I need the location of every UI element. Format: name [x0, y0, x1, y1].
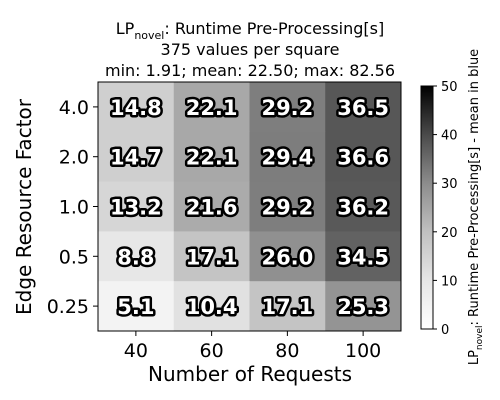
- cell-value-label: 29.2: [261, 96, 313, 120]
- x-axis-ticks: 40 60 80 100: [124, 331, 381, 362]
- colorbar-tick-label: 0: [441, 323, 449, 338]
- colorbar-ticks: 0 10 20 30 40 50: [433, 80, 458, 338]
- heatmap-cell: [98, 82, 175, 133]
- heatmap-cell: [325, 82, 402, 133]
- cell-value-label: 10.4: [186, 295, 238, 319]
- x-axis-label: Number of Requests: [148, 362, 352, 386]
- y-tick-label: 4.0: [59, 97, 89, 119]
- x-tick-label: 60: [200, 340, 224, 362]
- heatmap-cell: [325, 131, 402, 183]
- heatmap-cell: [325, 281, 402, 332]
- cell-value-label: 36.5: [337, 96, 389, 120]
- x-tick-label: 80: [275, 340, 299, 362]
- colorbar-tick-label: 30: [441, 177, 458, 192]
- heatmap-cell: [98, 231, 175, 282]
- heatmap-cell: [249, 131, 326, 183]
- y-tick-label: 1.0: [59, 197, 89, 219]
- heatmap-cell: [173, 281, 250, 332]
- cell-value-label: 14.7: [110, 146, 162, 170]
- y-tick-label: 0.5: [59, 246, 89, 268]
- cell-value-label: 22.1: [186, 146, 238, 170]
- cell-value-label: 22.1: [186, 96, 238, 120]
- cell-value-label: 14.8: [110, 96, 162, 120]
- colorbar-label-subscript: novel: [475, 326, 485, 351]
- heatmap-cell: [249, 231, 326, 282]
- cell-value-label: 17.1: [261, 295, 313, 319]
- heatmap-cell: [249, 181, 326, 232]
- cell-value-label: 21.6: [186, 196, 238, 220]
- cell-value-label: 25.3: [337, 295, 389, 319]
- cell-value-label: 26.0: [261, 245, 313, 269]
- heatmap-cell: [173, 231, 250, 282]
- colorbar-label-rest: : Runtime Pre-Processing[s] - mean in bl…: [467, 49, 482, 326]
- cell-value-label: 36.6: [337, 146, 389, 170]
- chart-title-rest: : Runtime Pre-Processing[s]: [164, 19, 384, 38]
- heatmap-cell: [173, 131, 250, 183]
- chart-subtitle-count: 375 values per square: [161, 40, 340, 59]
- cell-value-label: 34.5: [337, 245, 389, 269]
- chart-title: LPnovel: Runtime Pre-Processing[s]: [116, 19, 384, 42]
- colorbar-tick-label: 20: [441, 226, 458, 241]
- chart-title-subscript: novel: [134, 29, 164, 42]
- heatmap-cell: [249, 82, 326, 133]
- heatmap-cell: [249, 281, 326, 332]
- cell-value-label: 5.1: [117, 295, 154, 319]
- heatmap-cell: [173, 82, 250, 133]
- heatmap-cell: [98, 131, 175, 183]
- y-axis-label: Edge Resource Factor: [12, 98, 36, 315]
- colorbar: [420, 85, 434, 330]
- colorbar-label-main: LP: [467, 350, 482, 365]
- heatmap-cells: 14.8 22.1 29.2 36.5 14.7 22.1 29.4 36.6 13.2 21.6…: [98, 82, 402, 332]
- y-tick-label: 0.25: [47, 296, 89, 318]
- cell-value-label: 17.1: [186, 245, 238, 269]
- heatmap-cell: [98, 181, 175, 232]
- cell-value-label: 13.2: [110, 196, 162, 220]
- heatmap-cell: [325, 181, 402, 232]
- cell-value-label: 29.4: [261, 146, 313, 170]
- y-tick-label: 2.0: [59, 147, 89, 169]
- heatmap-cell: [325, 231, 402, 282]
- colorbar-tick-label: 50: [441, 80, 458, 95]
- colorbar-tick-label: 10: [441, 274, 458, 289]
- cell-value-label: 29.2: [261, 196, 313, 220]
- heatmap-cell: [173, 181, 250, 232]
- colorbar-label: LPnovel: Runtime Pre-Processing[s] - mea…: [467, 49, 485, 365]
- colorbar-tick-label: 40: [441, 129, 458, 144]
- chart-subtitle-stats: min: 1.91; mean: 22.50; max: 82.56: [105, 61, 395, 80]
- heatmap-cell: [98, 281, 175, 332]
- chart-title-main: LP: [116, 19, 135, 38]
- y-axis-ticks: 4.0 2.0 1.0 0.5 0.25: [47, 97, 98, 318]
- cell-value-label: 8.8: [117, 245, 154, 269]
- x-tick-label: 40: [124, 340, 148, 362]
- x-tick-label: 100: [345, 340, 381, 362]
- cell-value-label: 36.2: [337, 196, 389, 220]
